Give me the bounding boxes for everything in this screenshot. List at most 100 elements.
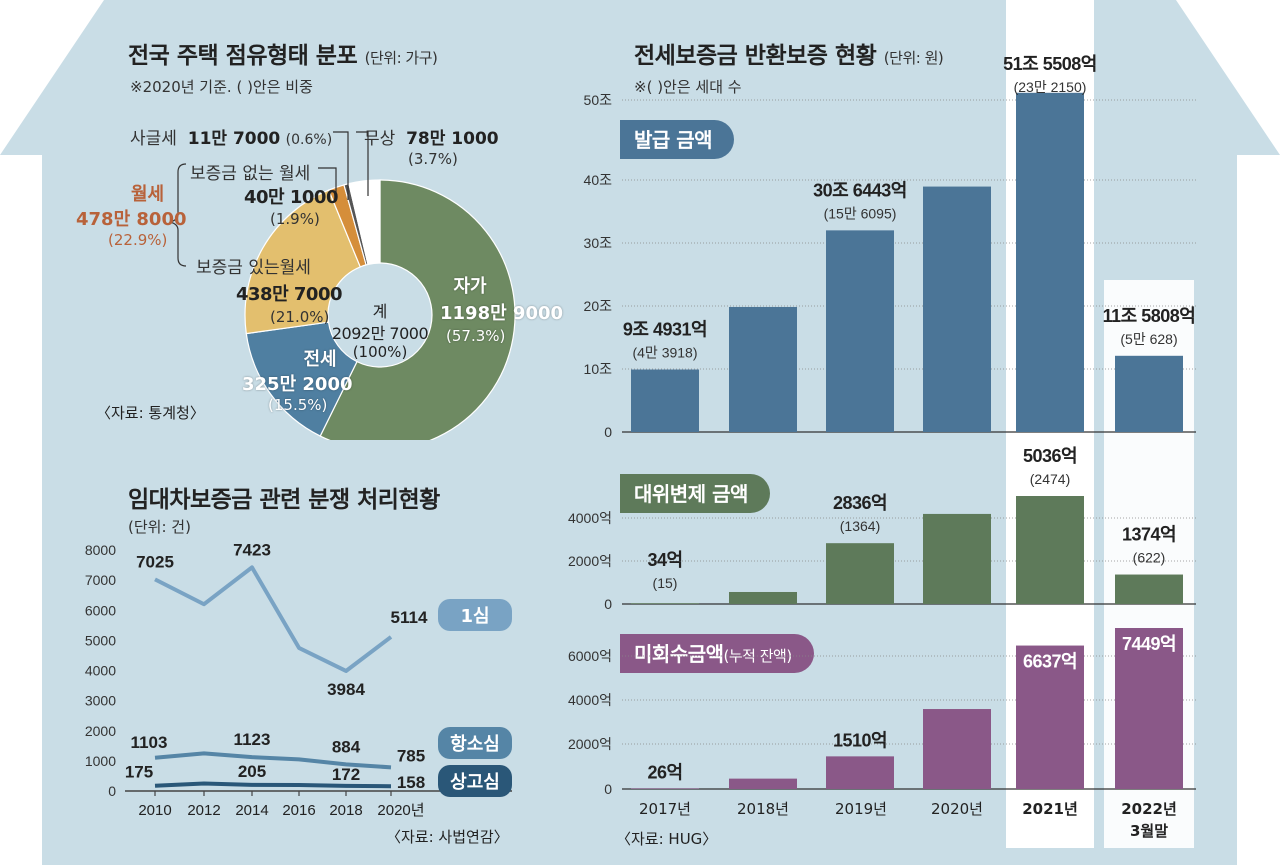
bar-ytick-issue: 20조 [584,298,613,314]
legend-pill-supreme [438,765,512,797]
line-source: 〈자료: 사법연감〉 [386,828,509,846]
line-point-label: 1103 [131,733,168,752]
line-ytick: 2000 [85,723,116,739]
xlabel-2019: 2019년 [835,800,887,818]
line-series-first [154,565,393,673]
line-title: 임대차보증금 관련 분쟁 처리현황 [128,487,440,513]
line-xtick: 2020년 [377,802,424,819]
bar-value-label-issue: 51조 5508억 [1003,54,1097,74]
xlabel-2017: 2017년 [639,800,691,818]
line-point-label: 7423 [233,540,271,559]
label-wolse-dep-value: 438만 7000 [236,284,343,305]
legend-label-first: 1심 [460,606,489,627]
bar-value-label-subrogation: 1374억 [1122,525,1176,545]
label-wolse-group-pct: (22.9%) [108,231,168,249]
legend-pill-first [438,599,512,631]
bar-issue-3 [923,186,991,432]
bar-sub-label-subrogation: (15) [653,575,678,591]
label-own: 자가 [453,276,487,297]
bar-issue-2 [826,230,894,432]
label-free-pct: (3.7%) [408,150,458,168]
line-xtick: 2010 [138,802,171,819]
bar-source: 〈자료: HUG〉 [616,830,718,848]
line-ytick: 8000 [85,542,116,558]
label-free: 무상 78만 1000 [364,129,499,149]
pill-issue: 발급 금액 [620,120,735,159]
bar-ytick-subrogation: 2000억 [568,553,612,569]
line-point-label: 884 [332,737,361,756]
bar-subrogation-5 [1115,574,1183,604]
bar-value-label-subrogation: 34억 [647,550,682,570]
bar-unrecovered-3 [923,709,991,789]
bar-ytick-issue: 40조 [584,172,613,188]
label-wolse-group-value: 478만 8000 [76,209,187,230]
bar-ytick-subrogation: 4000억 [568,510,612,526]
bar-unrecovered-4 [1016,645,1084,789]
label-wolse-dep-pct: (21.0%) [270,308,330,326]
bar-value-label-unrecovered: 26억 [647,762,682,782]
line-ytick: 3000 [85,693,116,709]
line-xtick: 2018 [329,802,362,819]
bar-note: ※( )안은 세대 수 [634,78,742,96]
pie-slice-free [348,179,381,266]
legend-pill-appeal [438,727,512,759]
line-point-label: 158 [397,773,425,792]
bar-value-label-issue: 30조 6443억 [813,180,907,200]
pie-center-label: 계 [372,302,388,321]
line-point-label: 172 [332,765,360,784]
bar-issue-0 [631,369,699,432]
xlabel-2018: 2018년 [737,800,789,818]
line-point-label: 7025 [136,552,174,571]
bar-subrogation-1 [729,591,797,604]
bar-ytick-issue: 10조 [584,361,613,377]
label-sagulse: 사글세 11만 7000 (0.6%) [130,129,333,149]
bar-subrogation-0 [631,603,699,604]
label-jeonse: 전세 [303,349,337,370]
line-ytick: 0 [108,783,116,799]
bar-sub-label-subrogation: (622) [1133,550,1166,566]
bar-issue-1 [729,306,797,432]
line-series-supreme [154,781,392,789]
legend-label-supreme: 상고심 [450,772,500,793]
label-own-value: 1198만 9000 [440,303,564,324]
label-jeonse-pct: (15.5%) [268,396,328,414]
pie-slice-jeonse [245,321,358,437]
bar-issue-4 [1016,92,1084,432]
pie-note: ※2020년 기준. ( )안은 비중 [130,78,313,96]
pie-chart [169,131,516,440]
label-wolse-nodep-value: 40만 1000 [244,187,338,208]
pie-center-value: 2092만 7000 [331,324,429,343]
label-own-pct: (57.3%) [446,327,506,345]
pill-unrecovered: 미회수금액(누적 잔액) [620,634,814,673]
pill-subrogation: 대위변제 금액 [620,474,770,513]
label-wolse-nodep-pct: (1.9%) [270,210,320,228]
label-wolse-nodep: 보증금 없는 월세 [190,164,311,184]
line-series-appeal [154,751,392,770]
bar-sub-label-issue: (23만 2150) [1014,79,1087,95]
bar-subrogation-2 [826,543,894,604]
pie-source: 〈자료: 통계청〉 [96,404,205,422]
bar-sub-label-subrogation: (1364) [840,518,880,534]
bar-value-label-unrecovered: 7449억 [1122,634,1176,654]
bar-title: 전세보증금 반환보증 현황 (단위: 원) [634,43,944,69]
bar-unrecovered-1 [729,778,797,789]
line-xtick: 2014 [235,802,268,819]
xlabel-2020: 2020년 [931,800,983,818]
bar-ytick-unrecovered: 6000억 [568,648,612,664]
line-point-label: 5114 [391,608,428,627]
bar-unrecovered-5 [1115,628,1183,789]
bar-ytick-unrecovered: 4000억 [568,692,612,708]
line-xtick: 2016 [282,802,315,819]
pie-slice-wolse-dep [244,189,362,335]
xlabel-2021: 2021년 [1022,800,1078,818]
line-point-label: 3984 [327,680,365,699]
line-ytick: 5000 [85,632,116,648]
line-unit: (단위: 건) [128,518,191,536]
bar-sub-label-issue: (15만 6095) [824,205,897,221]
pie-slice-own [319,179,516,440]
leader-sagulse [333,131,349,200]
line-point-label: 1123 [234,730,271,749]
bar-ytick-issue: 30조 [584,235,613,251]
line-chart: 8000 7000 6000 5000 4000 3000 2000 1000 0 2010 201… [85,540,512,819]
